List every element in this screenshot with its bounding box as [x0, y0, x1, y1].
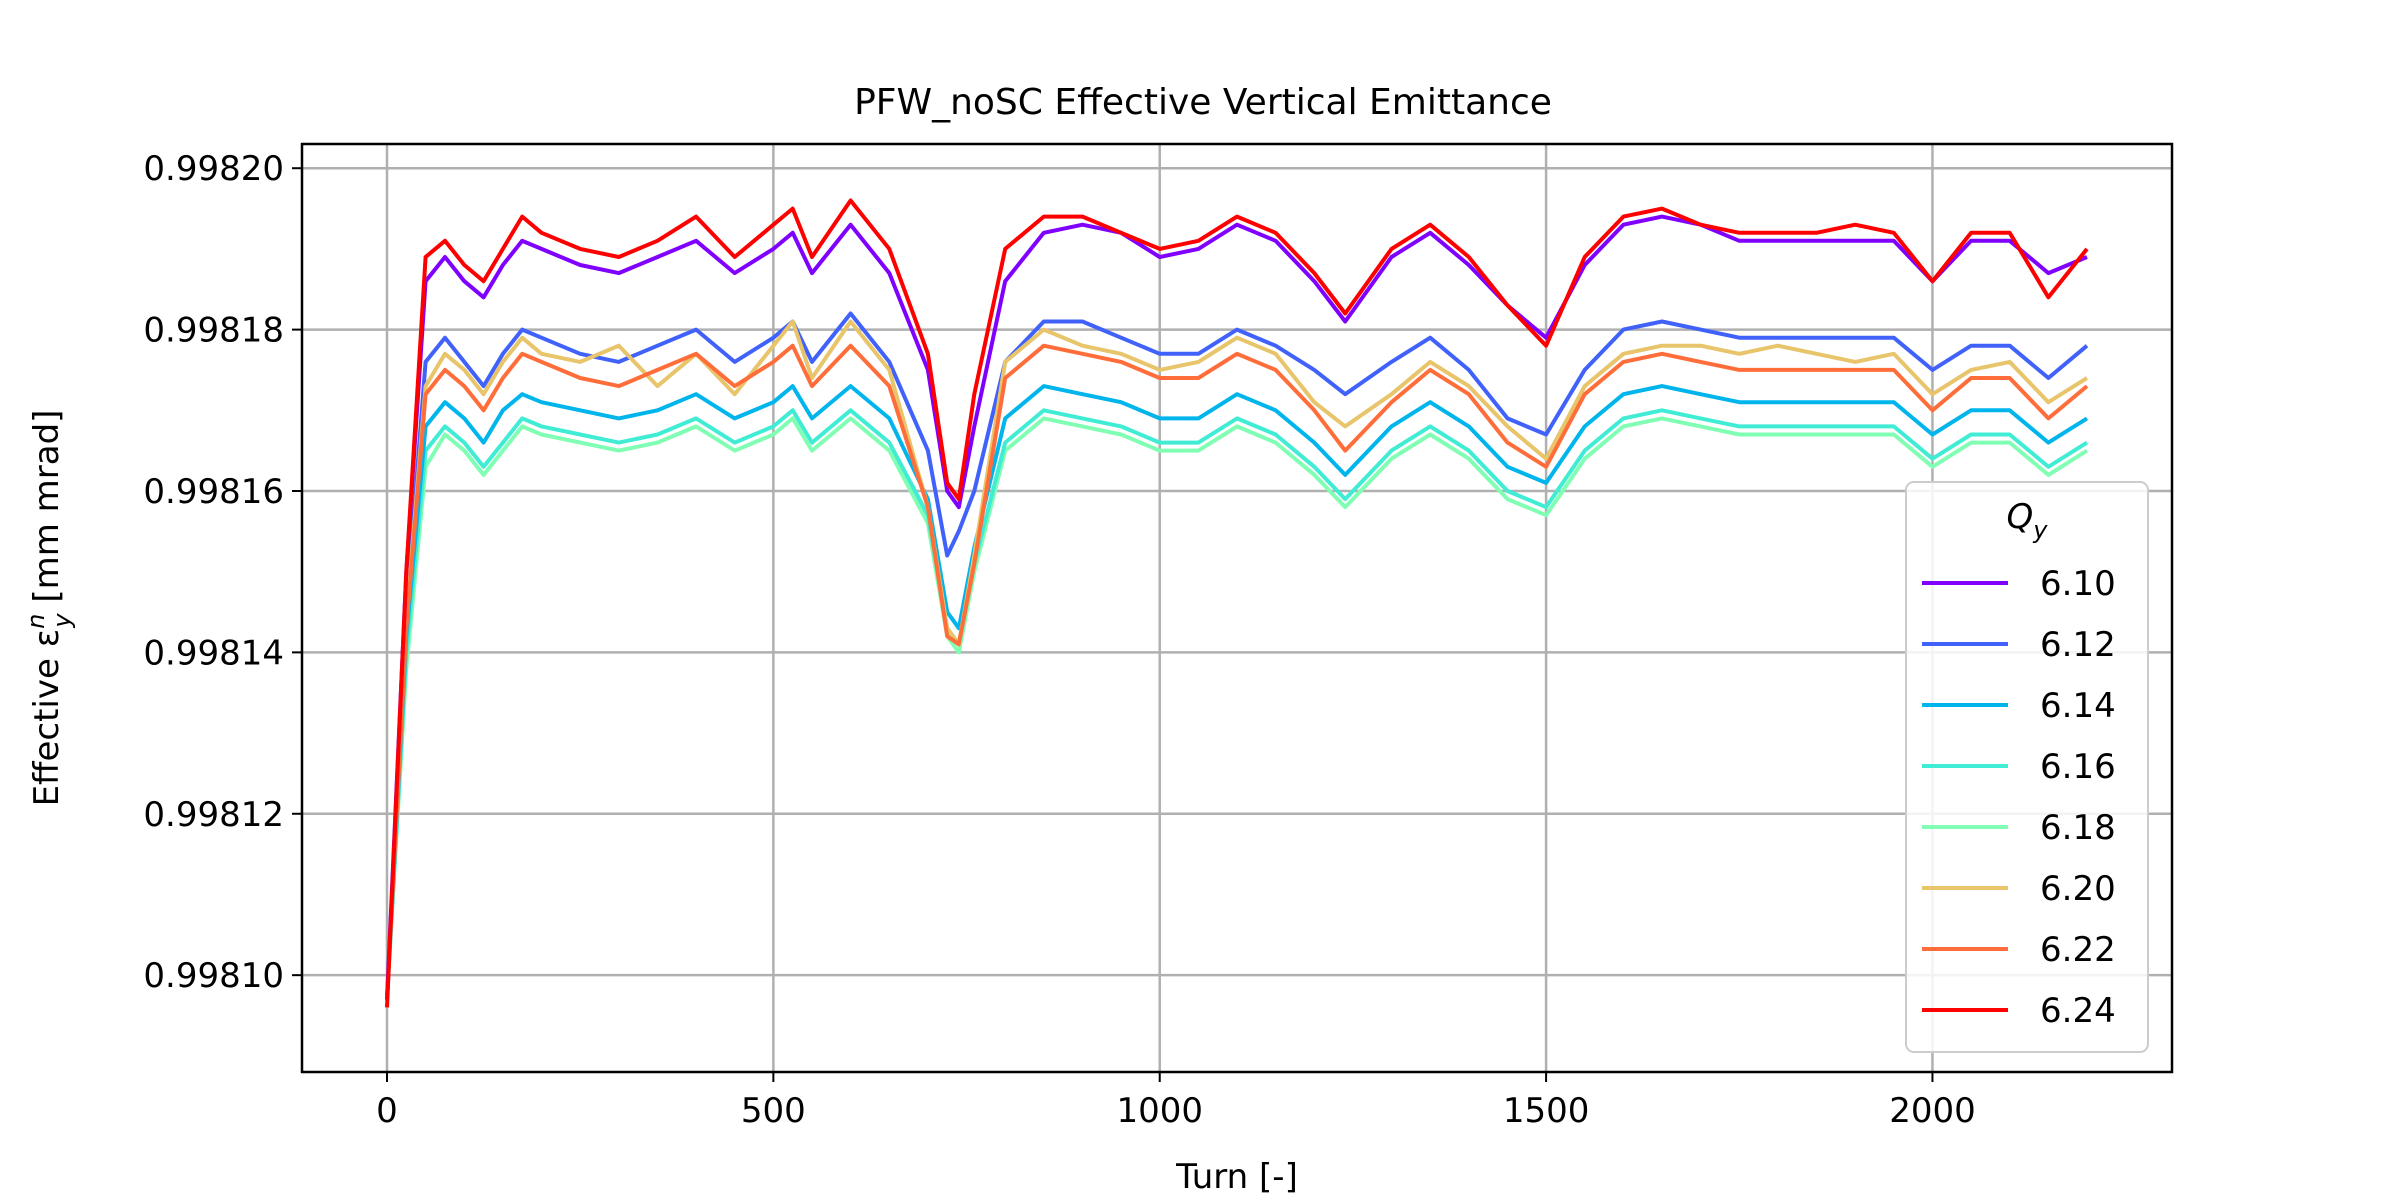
series-line-6-14: [385, 384, 2089, 1000]
legend-label: 6.18: [2040, 808, 2116, 848]
series-line-6-20: [385, 319, 2089, 1000]
y-tick-label: 0.99816: [143, 472, 284, 512]
legend-item: 6.10: [1922, 564, 2116, 604]
legend-items: 6.10 6.12 6.14 6.16 6.18 6.20 6.22 6.24: [1922, 564, 2116, 1031]
chart-title: PFW_noSC Effective Vertical Emittance: [854, 82, 1552, 123]
legend-title-sub: y: [2032, 516, 2048, 544]
series-line-6-24: [385, 198, 2089, 1008]
legend: Qy 6.10 6.12 6.14 6.16 6.18 6.20 6.22 6.24: [1905, 481, 2149, 1053]
legend-label: 6.14: [2040, 686, 2116, 726]
series-line-6-22: [385, 343, 2089, 1000]
legend-box: [1905, 481, 2149, 1053]
y-tick-label: 0.99810: [143, 956, 284, 996]
legend-title-main: Q: [2007, 497, 2034, 537]
legend-item: 6.20: [1922, 869, 2116, 909]
legend-label: 6.22: [2040, 930, 2116, 970]
legend-label: 6.16: [2040, 747, 2116, 787]
legend-item: 6.18: [1922, 808, 2116, 848]
legend-label: 6.20: [2040, 869, 2116, 909]
x-tick-label: 1000: [1116, 1091, 1203, 1131]
series-line-6-10: [385, 214, 2088, 1000]
y-tick-label: 0.99820: [143, 149, 284, 189]
series-line-6-18: [385, 416, 2089, 1000]
y-axis-label-unit: [mm mrad]: [27, 410, 67, 614]
y-axis-label-sub: y: [48, 613, 76, 629]
legend-item: 6.24: [1922, 991, 2116, 1031]
y-axis-label-main: Effective ε: [27, 629, 67, 807]
y-tick-label: 0.99812: [143, 795, 284, 835]
series-line-6-16: [385, 408, 2089, 1000]
legend-item: 6.12: [1922, 625, 2116, 665]
legend-label: 6.10: [2040, 564, 2116, 604]
x-axis-label: Turn [-]: [1175, 1157, 1298, 1197]
plot-frame: [300, 142, 2174, 1074]
y-axis-label: Effective εny [mm mrad]: [22, 410, 76, 807]
x-tick-label: 500: [741, 1091, 806, 1131]
x-axis-ticks: 0 500 1000 1500 2000: [376, 1072, 1976, 1131]
legend-label: 6.12: [2040, 625, 2116, 665]
series-line-6-12: [385, 311, 2089, 1000]
x-tick-label: 2000: [1889, 1091, 1976, 1131]
series-lines: [385, 198, 2089, 1008]
legend-item: 6.14: [1922, 686, 2116, 726]
x-tick-label: 1500: [1503, 1091, 1590, 1131]
y-axis-ticks: 0.99810 0.99812 0.99814 0.99816 0.99818 0.998…: [143, 149, 302, 996]
legend-item: 6.22: [1922, 930, 2116, 970]
x-tick-label: 0: [376, 1091, 398, 1131]
y-axis-label-sup: n: [22, 614, 50, 629]
legend-label: 6.24: [2040, 991, 2116, 1031]
y-tick-label: 0.99814: [143, 633, 284, 673]
legend-title: Qy: [2007, 497, 2049, 544]
legend-item: 6.16: [1922, 747, 2116, 787]
y-tick-label: 0.99818: [143, 311, 284, 351]
